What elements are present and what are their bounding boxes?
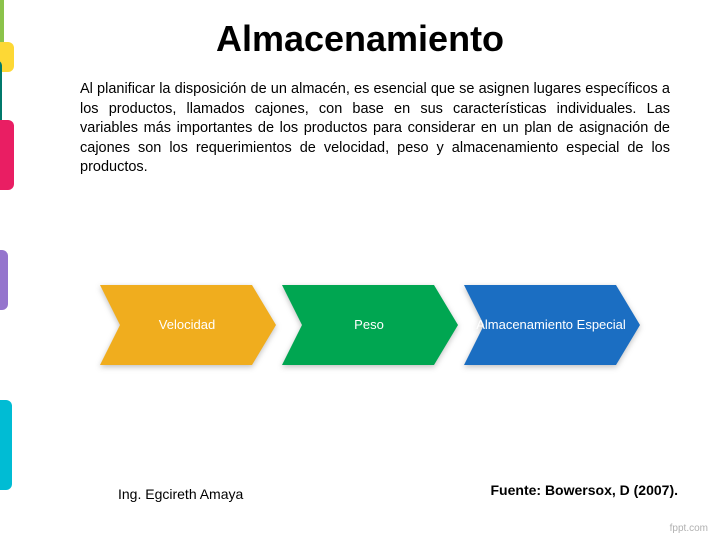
- process-arrow: Peso: [282, 285, 458, 365]
- watermark: fppt.com: [670, 523, 708, 534]
- arrow-label: Peso: [282, 285, 450, 365]
- author-text: Ing. Egcireth Amaya: [118, 486, 243, 502]
- decor-shape: [0, 42, 14, 72]
- decor-shape: [0, 250, 8, 310]
- arrow-label: Velocidad: [100, 285, 268, 365]
- source-text: Fuente: Bowersox, D (2007).: [491, 482, 679, 498]
- process-arrow: Almacenamiento Especial: [464, 285, 640, 365]
- title-container: Almacenamiento: [100, 14, 620, 64]
- body-paragraph: Al planificar la disposición de un almac…: [80, 80, 670, 178]
- arrow-label: Almacenamiento Especial: [464, 285, 632, 365]
- decor-shape: [0, 400, 12, 490]
- arrows-row: VelocidadPesoAlmacenamiento Especial: [100, 285, 640, 365]
- side-decoration: [0, 0, 50, 540]
- decor-shape: [0, 120, 14, 190]
- process-arrow: Velocidad: [100, 285, 276, 365]
- page-title: Almacenamiento: [216, 18, 504, 60]
